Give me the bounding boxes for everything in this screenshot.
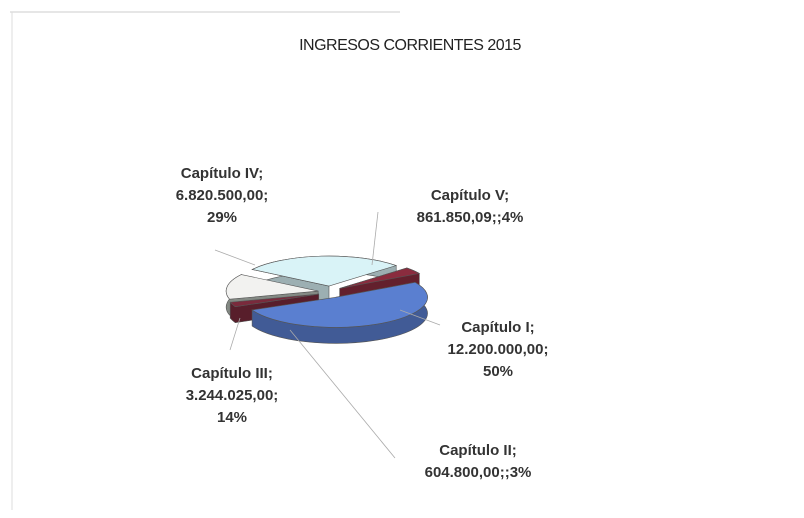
data-label: Capítulo II; 604.800,00;;3% (425, 442, 532, 481)
label-line: Capítulo V; (431, 187, 509, 204)
label-separator: ; (268, 365, 273, 382)
label-value_labels: 12.200.000,00 (448, 341, 544, 358)
leader-line (289, 329, 396, 459)
label-separator: ; (504, 187, 509, 204)
slice (251, 255, 398, 287)
slice (339, 267, 421, 289)
label-separator: ; (273, 387, 278, 404)
label-line: Capítulo II; (439, 442, 517, 459)
label-line: 6.820.500,00; (176, 187, 269, 204)
label-line: Capítulo III; (191, 365, 273, 382)
label-line: 861.850,09;;4% (417, 209, 524, 226)
label-line: 29% (207, 209, 237, 226)
label-line: Capítulo I; (461, 319, 534, 336)
data-label: Capítulo III; 3.244.025,00; 14% (186, 365, 279, 426)
leader-line (371, 211, 379, 266)
label-line: 604.800,00;;3% (425, 464, 532, 481)
leader-line (214, 249, 256, 266)
label-categories: Capítulo II (439, 442, 512, 459)
label-categories: Capítulo IV (181, 165, 259, 182)
label-percent_labels: 50% (483, 363, 513, 380)
label-separator: ; (543, 341, 548, 358)
data-label: Capítulo IV; 6.820.500,00; 29% (176, 165, 269, 226)
label-categories: Capítulo V (431, 187, 505, 204)
label-percent_labels: 29% (207, 209, 237, 226)
label-separator: ; (497, 209, 502, 226)
leader-line (399, 309, 441, 326)
label-line: 50% (483, 363, 513, 380)
label-separator: ; (512, 442, 517, 459)
data-label: Capítulo V; 861.850,09;;4% (417, 187, 524, 226)
label-separator: ; (258, 165, 263, 182)
label-percent_labels: 3% (510, 464, 532, 481)
label-categories: Capítulo III (191, 365, 268, 382)
data-label: Capítulo I; 12.200.000,00; 50% (448, 319, 549, 380)
slice (225, 274, 319, 300)
label-percent_labels: 14% (217, 409, 247, 426)
label-value_labels: 6.820.500,00 (176, 187, 264, 204)
label-line: 3.244.025,00; (186, 387, 279, 404)
label-line: 14% (217, 409, 247, 426)
label-separator: ; (500, 464, 505, 481)
label-separator: ; (505, 464, 510, 481)
label-value_labels: 604.800,00 (425, 464, 500, 481)
label-categories: Capítulo I (461, 319, 529, 336)
label-separator: ; (263, 187, 268, 204)
slice (251, 282, 428, 328)
slice (229, 293, 319, 308)
label-value_labels: 861.850,09 (417, 209, 492, 226)
leader-line (229, 317, 241, 351)
label-line: Capítulo IV; (181, 165, 264, 182)
label-line: 12.200.000,00; (448, 341, 549, 358)
chart-title: INGRESOS CORRIENTES 2015 (299, 37, 521, 54)
label-percent_labels: 4% (502, 209, 524, 226)
label-separator: ; (530, 319, 535, 336)
label-value_labels: 3.244.025,00 (186, 387, 274, 404)
label-separator: ; (492, 209, 497, 226)
